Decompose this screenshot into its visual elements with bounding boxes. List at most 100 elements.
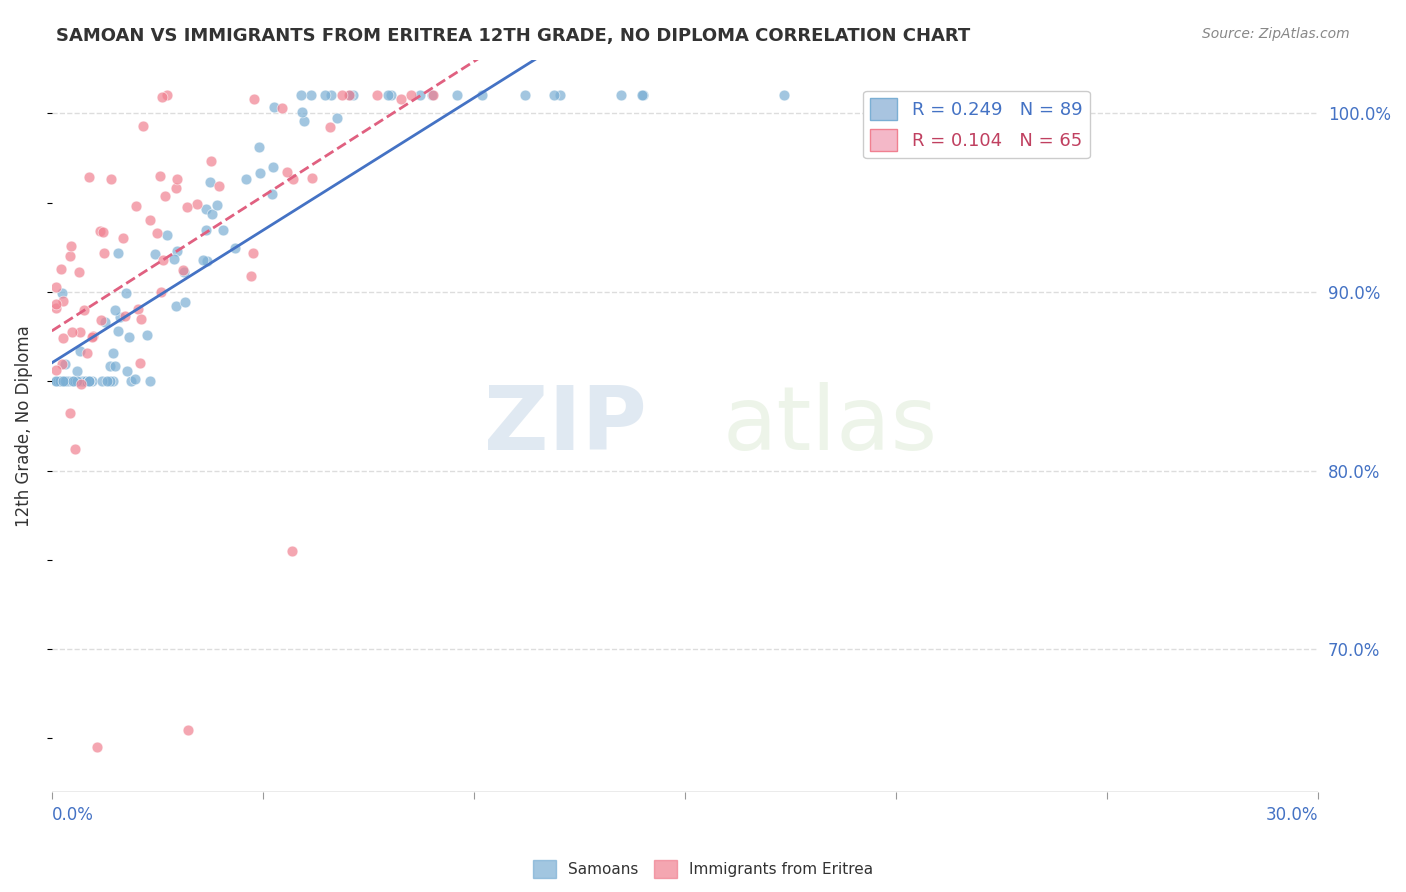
Point (125, 199, 148, 213)
Point (186, 197, 208, 211)
Point (166, 172, 188, 186)
Point (131, 119, 153, 133)
Point (165, 181, 187, 195)
Point (120, 374, 142, 388)
Point (52, 294, 75, 309)
Point (69, 344, 91, 359)
Text: 30.0%: 30.0% (1265, 806, 1319, 824)
Point (633, 88, 655, 103)
Point (212, 223, 235, 237)
Point (242, 245, 264, 260)
Point (193, 252, 215, 267)
Point (176, 200, 198, 214)
Point (45, 374, 67, 388)
Point (59, 406, 82, 420)
Point (326, 111, 349, 125)
Point (82, 328, 104, 343)
Point (94, 315, 117, 329)
Point (156, 88, 179, 103)
Point (240, 268, 263, 283)
Point (67, 264, 90, 278)
Point (101, 374, 124, 388)
Point (107, 324, 129, 338)
Point (86, 740, 108, 755)
Legend: R = 0.249   N = 89, R = 0.104   N = 65: R = 0.249 N = 89, R = 0.104 N = 65 (863, 91, 1090, 158)
Point (51, 357, 73, 371)
Point (60, 325, 83, 339)
Point (319, 120, 342, 134)
Point (112, 231, 135, 245)
Point (290, 88, 312, 103)
Point (77, 374, 100, 388)
Point (98, 359, 121, 373)
Point (75, 374, 97, 388)
Point (98, 374, 121, 388)
Point (62, 374, 84, 388)
Point (630, 88, 652, 103)
Point (153, 189, 176, 203)
Point (46, 374, 69, 388)
Point (292, 113, 315, 128)
Point (235, 172, 257, 186)
Point (69, 325, 91, 339)
Point (52, 374, 75, 388)
Point (377, 88, 399, 103)
Point (80, 330, 103, 344)
Point (301, 88, 323, 103)
Point (62, 374, 84, 388)
Point (49, 374, 72, 388)
Text: atlas: atlas (723, 383, 938, 469)
Point (77, 169, 100, 184)
Point (339, 88, 361, 103)
Point (69, 374, 91, 388)
Point (330, 88, 353, 103)
Point (73, 302, 96, 317)
Point (772, 88, 794, 103)
Point (301, 170, 323, 185)
Point (118, 330, 141, 344)
Point (271, 101, 294, 115)
Point (60, 239, 83, 253)
Text: Source: ZipAtlas.com: Source: ZipAtlas.com (1202, 27, 1350, 41)
Point (543, 88, 565, 103)
Point (143, 247, 166, 261)
Point (127, 301, 149, 316)
Point (104, 302, 127, 317)
Point (108, 310, 131, 325)
Point (59, 249, 82, 263)
Point (48, 374, 70, 388)
Point (249, 166, 271, 180)
Point (314, 88, 336, 103)
Point (45, 297, 67, 311)
Point (52, 374, 75, 388)
Point (146, 226, 169, 240)
Point (152, 253, 174, 268)
Point (409, 88, 432, 103)
Point (174, 295, 197, 310)
Point (136, 328, 159, 343)
Point (198, 175, 221, 189)
Point (107, 245, 129, 260)
Point (165, 299, 187, 313)
Point (163, 252, 186, 266)
Point (115, 285, 138, 300)
Point (66, 364, 89, 378)
Point (58, 374, 80, 388)
Point (200, 207, 222, 221)
Point (51, 286, 73, 301)
Point (76, 346, 98, 360)
Point (548, 88, 571, 103)
Point (90, 312, 112, 326)
Point (91, 225, 114, 239)
Point (194, 202, 217, 216)
Point (114, 310, 136, 324)
Point (243, 92, 266, 106)
Y-axis label: 12th Grade, No Diploma: 12th Grade, No Diploma (15, 325, 32, 526)
Point (194, 223, 217, 237)
Point (45, 279, 67, 293)
Point (422, 88, 444, 103)
Point (262, 160, 284, 174)
Point (45, 301, 67, 315)
Text: 0.0%: 0.0% (52, 806, 94, 824)
Point (72, 374, 94, 388)
